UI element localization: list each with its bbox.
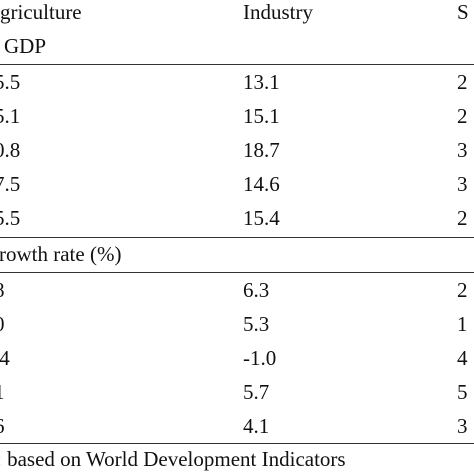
cell-industry: -1.0 (243, 346, 277, 370)
cell-agriculture: 8 (0, 278, 5, 302)
cell-services: 2 (457, 206, 468, 230)
cell-industry: 18.7 (243, 138, 280, 162)
cell-agriculture: 5.1 (0, 104, 21, 128)
cell-services: 4 (457, 346, 468, 370)
cell-services: 2 (457, 70, 468, 94)
cell-agriculture: 5.5 (0, 70, 21, 94)
cell-agriculture: 1 (0, 380, 5, 404)
cell-industry: 5.7 (243, 380, 270, 404)
cell-services: 5 (457, 380, 468, 404)
cell-industry: 6.3 (243, 278, 270, 302)
cell-industry: 15.4 (243, 206, 280, 230)
divider-line (0, 237, 474, 238)
cell-services: 3 (457, 138, 468, 162)
divider-line (0, 443, 474, 444)
cell-industry: 5.3 (243, 312, 270, 336)
cell-agriculture: 5.5 (0, 206, 21, 230)
cell-agriculture: 7.5 (0, 172, 21, 196)
section-label-growth-rate: rowth rate (%) (0, 242, 122, 266)
cell-agriculture: 0 (0, 312, 5, 336)
header-services: S (457, 0, 469, 24)
header-agriculture: griculture (0, 0, 82, 24)
cell-agriculture: 6 (0, 414, 5, 438)
cell-industry: 15.1 (243, 104, 280, 128)
cell-industry: 14.6 (243, 172, 280, 196)
header-industry: Industry (243, 0, 313, 24)
cell-agriculture: 0.8 (0, 138, 21, 162)
cell-industry: 4.1 (243, 414, 270, 438)
section-label-gdp: GDP (4, 34, 47, 58)
cell-services: 1 (457, 312, 468, 336)
cell-industry: 13.1 (243, 70, 280, 94)
cell-services: 2 (457, 278, 468, 302)
cell-agriculture: .4 (0, 346, 10, 370)
divider-line (0, 64, 474, 65)
cell-services: 2 (457, 104, 468, 128)
divider-line (0, 272, 474, 273)
cell-services: 3 (457, 172, 468, 196)
cell-services: 3 (457, 414, 468, 438)
table-footnote: : based on World Development Indicators (0, 447, 346, 471)
